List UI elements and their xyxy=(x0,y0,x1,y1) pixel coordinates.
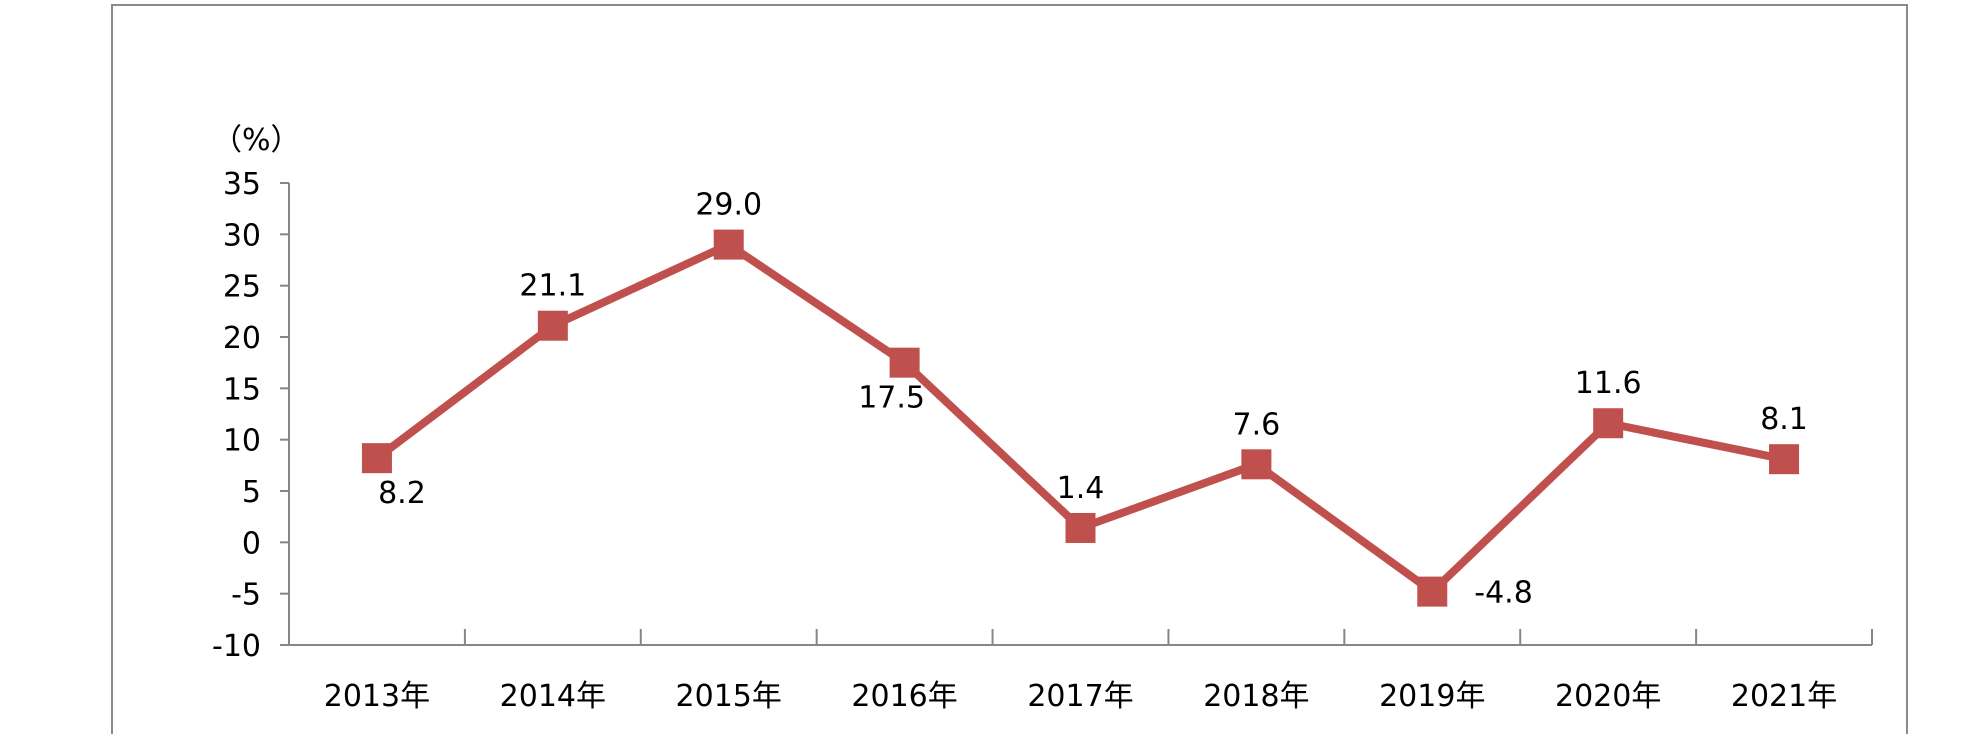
x-tick-label: 2019年 xyxy=(1379,679,1485,714)
x-tick-label: 2017年 xyxy=(1027,679,1133,714)
y-tick-label: 15 xyxy=(223,372,261,407)
x-tick-label: 2015年 xyxy=(676,679,782,714)
y-tick-label: -10 xyxy=(212,629,261,664)
y-axis-unit-label: （%） xyxy=(212,123,301,158)
data-point-marker xyxy=(1593,408,1624,439)
data-point-marker xyxy=(1065,512,1096,543)
axes: -10 -5 0 5 10 15 20 25 30 35 2013年 2014年 2015年 2016年 2… xyxy=(212,167,1873,714)
data-label: 7.6 xyxy=(1233,407,1281,442)
x-tick-label: 2014年 xyxy=(500,679,606,714)
data-point-marker xyxy=(1417,576,1448,607)
data-label: -4.8 xyxy=(1474,576,1533,611)
y-tick-label: 30 xyxy=(223,218,261,253)
data-label: 17.5 xyxy=(858,381,925,416)
data-label: 11.6 xyxy=(1575,366,1642,401)
y-tick-label: 0 xyxy=(242,526,261,561)
data-point-marker xyxy=(1241,449,1272,480)
x-tick-label: 2016年 xyxy=(851,679,957,714)
chart-frame xyxy=(111,4,1908,734)
data-point-marker xyxy=(361,443,392,474)
x-tick-label: 2013年 xyxy=(324,679,430,714)
marker-layer xyxy=(361,229,1800,607)
data-label: 29.0 xyxy=(695,188,762,223)
y-tick-label: 5 xyxy=(242,475,261,510)
data-label: 21.1 xyxy=(519,269,586,304)
data-label: 1.4 xyxy=(1057,471,1105,506)
y-tick-label: 35 xyxy=(223,167,261,202)
y-tick-label: -5 xyxy=(231,578,261,613)
data-label: 8.2 xyxy=(378,476,426,511)
y-tick-label: 25 xyxy=(223,270,261,305)
y-tick-label: 20 xyxy=(223,321,261,356)
data-point-marker xyxy=(713,229,744,260)
x-tick-label: 2021年 xyxy=(1731,679,1837,714)
data-point-marker xyxy=(1769,444,1800,475)
data-label: 8.1 xyxy=(1760,402,1808,437)
x-tick-label: 2018年 xyxy=(1203,679,1309,714)
y-tick-label: 10 xyxy=(223,424,261,459)
x-tick-label: 2020年 xyxy=(1555,679,1661,714)
label-layer: 8.2 21.1 29.0 17.5 1.4 7.6 -4.8 11.6 8.1 xyxy=(378,188,1808,611)
data-point-marker xyxy=(537,310,568,341)
data-point-marker xyxy=(889,347,920,378)
